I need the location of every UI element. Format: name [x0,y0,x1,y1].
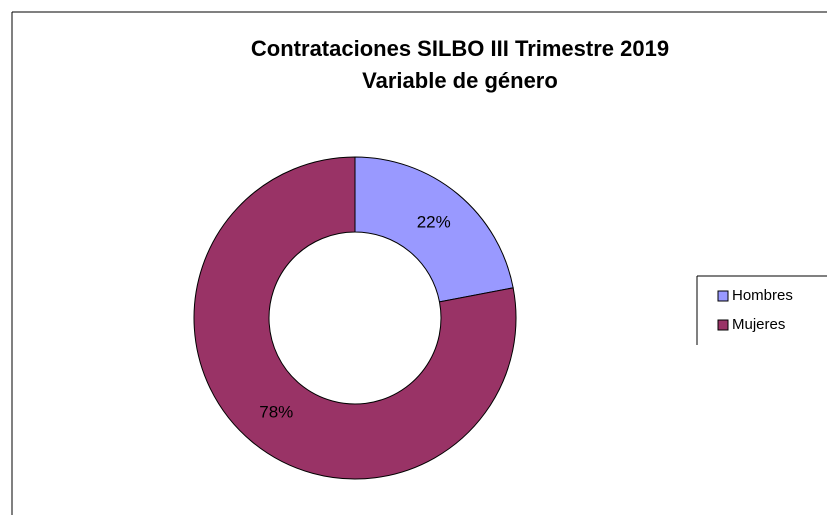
legend-swatch [717,290,729,302]
legend-label: Mujeres [732,316,785,333]
legend: Hombres Mujeres [696,275,827,345]
chart-title: Contrataciones SILBO III Trimestre 2019 [251,36,669,61]
chart-subtitle: Variable de género [362,68,558,93]
legend-label: Hombres [732,287,793,304]
slice [193,156,517,480]
data-label: 78% [259,403,293,422]
legend-swatch [717,319,729,331]
donut: 22% 78% [193,156,517,480]
data-label: 22% [417,212,451,231]
slice [354,156,514,303]
